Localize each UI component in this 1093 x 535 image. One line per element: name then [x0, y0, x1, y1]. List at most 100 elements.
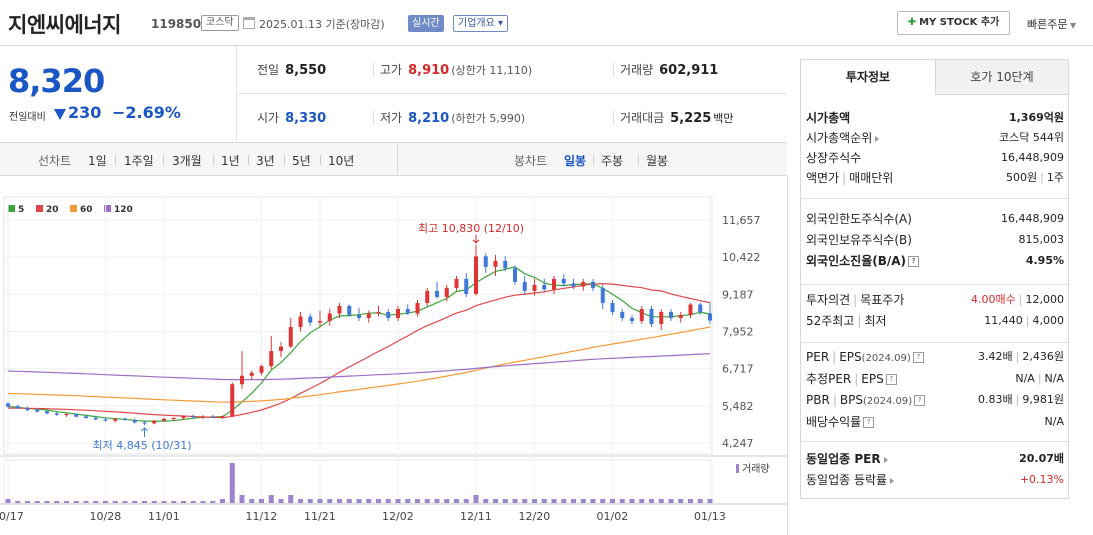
triangle-right-icon[interactable] — [890, 477, 895, 484]
volume-bar — [288, 495, 294, 503]
volume-bar — [337, 499, 342, 503]
week52-label: 52주최고 | 최저 — [806, 311, 887, 331]
low-annotation: 최저 4,845 (10/31) — [93, 439, 192, 452]
per-period: (2024.09) — [861, 353, 911, 364]
volume-bar — [356, 499, 362, 503]
candle-body — [366, 313, 371, 319]
volume-bar — [54, 501, 60, 503]
par-value-text: 액면가 — [806, 171, 840, 185]
dividend-text: 배당수익률 — [806, 415, 862, 429]
volume-bar — [5, 499, 11, 503]
divider: | — [1037, 372, 1042, 385]
triangle-right-icon — [875, 135, 880, 142]
help-icon[interactable]: ? — [908, 256, 920, 267]
tab-1d[interactable]: 1일 — [88, 154, 107, 168]
candle-body — [464, 278, 469, 294]
volume-plot-frame — [3, 459, 713, 504]
y-tick-label: 5,482 — [722, 400, 754, 413]
volume-bar — [161, 501, 167, 503]
volume-bar — [376, 499, 381, 503]
candle-body — [45, 411, 49, 414]
tab-order-book[interactable]: 호가 10단계 — [935, 60, 1068, 95]
realtime-button[interactable]: 실시간 — [408, 15, 444, 32]
upper-limit: (상한가 11,110) — [451, 64, 533, 77]
volume-bar — [346, 499, 352, 503]
trading-unit-amount: 1주 — [1046, 171, 1064, 184]
stock-chart[interactable]: 5 20 60 120 11,657 10,422 9,187 7,952 6,717 5,482… — [0, 177, 788, 535]
candle-body — [279, 346, 283, 352]
tab-daily[interactable]: 일봉 — [564, 154, 587, 168]
legend-label-60: 60 — [80, 205, 93, 215]
candle-body — [669, 311, 673, 319]
industry-change-text: 동일업종 등락률 — [806, 473, 888, 487]
tab-5y[interactable]: 5년 — [292, 154, 311, 168]
tab-10y[interactable]: 10년 — [328, 154, 355, 168]
volume-value: 602,911 — [659, 63, 719, 78]
candle-chart-label[interactable]: 봉차트 — [514, 154, 548, 168]
tab-1y[interactable]: 1년 — [221, 154, 240, 168]
volume-bar — [493, 499, 498, 503]
high-label: 고가 — [380, 63, 403, 77]
candle-body — [649, 308, 654, 325]
legend-swatch-60 — [70, 205, 77, 212]
tab-1w[interactable]: 1주일 — [124, 154, 154, 168]
line-chart-label[interactable]: 선차트 — [38, 154, 72, 168]
volume-bar — [25, 501, 30, 503]
pbr-value: 0.83배 | 9,981원 — [978, 390, 1064, 410]
volume-bar — [454, 499, 459, 503]
per-section: PER | EPS(2024.09)? 3.42배 | 2,436원 추정PER | EPS… — [801, 343, 1068, 442]
candle-body — [493, 260, 498, 267]
tab-3y[interactable]: 3년 — [256, 154, 275, 168]
tab-monthly[interactable]: 월봉 — [646, 154, 669, 168]
chart-canvas[interactable]: 5 20 60 120 11,657 10,422 9,187 7,952 6,717 5,482… — [0, 177, 788, 535]
prev-close-cell: 전일 8,550 — [257, 61, 326, 78]
tab-weekly[interactable]: 주봉 — [601, 154, 624, 168]
help-icon[interactable]: ? — [914, 395, 926, 406]
volume-bar — [83, 501, 89, 503]
volume-bar — [649, 499, 654, 503]
volume-bar — [132, 501, 138, 503]
market-cap-rank-value: 코스닥 544위 — [999, 131, 1064, 144]
candle-body — [308, 316, 313, 323]
per-amount: 3.42배 — [978, 350, 1013, 363]
dividend-value: N/A — [1044, 415, 1064, 428]
x-tick-label: 10/28 — [90, 510, 122, 523]
volume-bar — [502, 499, 508, 503]
market-cap-rank-label[interactable]: 시가총액순위 — [806, 128, 880, 148]
industry-change-row: 동일업종 등락률 +0.13% — [806, 470, 1064, 490]
volume-bar — [678, 499, 684, 503]
candle-body — [6, 403, 10, 407]
company-overview-button[interactable]: 기업개요 ▾ — [453, 15, 508, 32]
opinion-section: 투자의견 | 목표주가 4.00매수 | 12,000 52주최고 | 최저 11,440 |… — [801, 285, 1068, 343]
tab-invest-info[interactable]: 투자정보 — [801, 60, 935, 95]
x-tick-label: 12/02 — [382, 510, 414, 523]
help-icon[interactable]: ? — [863, 417, 875, 428]
chevron-down-icon: ▼ — [1067, 21, 1077, 30]
calendar-icon — [243, 17, 255, 29]
candle-body — [171, 417, 176, 420]
help-icon[interactable]: ? — [912, 352, 924, 363]
divider: | — [1015, 393, 1020, 406]
foreign-limit-value: 16,448,909 — [1001, 212, 1064, 225]
candle-body — [74, 414, 79, 417]
market-cap-rank-row[interactable]: 시가총액순위 코스닥 544위 — [806, 128, 1064, 148]
stock-header: 지엔씨에너지 119850 코스닥 2025.01.13 기준(장마감) 실시간… — [0, 0, 1093, 46]
triangle-right-icon[interactable] — [883, 456, 888, 463]
add-mystock-button[interactable]: ✚ MY STOCK 추가 — [897, 11, 1010, 35]
foreign-limit-row: 외국인한도주식수(A) 16,448,909 — [806, 209, 1064, 229]
candle-body — [357, 315, 361, 319]
price-change: 230 — [68, 103, 102, 122]
high-annotation: 최고 10,830 (12/10) — [418, 222, 524, 235]
quick-order-button[interactable]: 빠른주문 ▼ — [1027, 16, 1076, 32]
divider — [115, 155, 116, 165]
foreign-hold-value: 815,003 — [1018, 233, 1065, 246]
divider — [613, 110, 614, 124]
industry-per-value: 20.07배 — [1019, 452, 1064, 465]
divider — [213, 155, 214, 165]
foreign-hold-label: 외국인보유주식수(B) — [806, 233, 912, 247]
per-text: PER — [806, 350, 830, 364]
y-tick-label: 4,247 — [722, 437, 754, 450]
help-icon[interactable]: ? — [885, 374, 897, 385]
candle-body — [15, 406, 20, 409]
tab-3m[interactable]: 3개월 — [172, 154, 202, 168]
